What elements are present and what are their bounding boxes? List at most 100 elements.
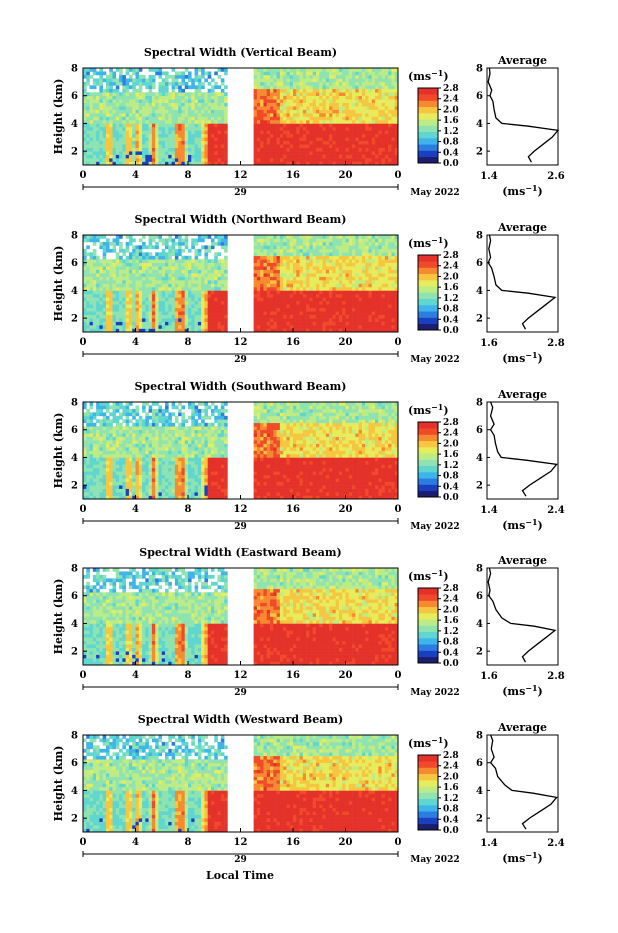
- heatmap-cell: [296, 106, 300, 110]
- heatmap-cell: [362, 134, 366, 138]
- heatmap-cell: [342, 287, 346, 291]
- heatmap-cell: [365, 256, 369, 260]
- heatmap-cell: [267, 141, 271, 145]
- heatmap-cell: [306, 290, 310, 294]
- heatmap-cell: [142, 99, 146, 103]
- heatmap-cell: [293, 127, 297, 131]
- heatmap-cell: [270, 144, 274, 148]
- heatmap-cell: [336, 158, 340, 162]
- heatmap-cell: [313, 238, 317, 242]
- heatmap-cell: [336, 301, 340, 305]
- heatmap-cell: [365, 266, 369, 270]
- heatmap-cell: [145, 92, 149, 96]
- heatmap-cell: [378, 287, 382, 291]
- heatmap-cell: [260, 96, 264, 100]
- heatmap-cell: [155, 71, 159, 75]
- heatmap-cell: [165, 85, 169, 89]
- heatmap-cell: [336, 280, 340, 284]
- heatmap-cell: [254, 85, 258, 89]
- heatmap-cell: [152, 266, 156, 270]
- heatmap-cell: [224, 68, 228, 72]
- heatmap-cell: [191, 99, 195, 103]
- heatmap-cell: [113, 301, 117, 305]
- heatmap-cell: [388, 99, 392, 103]
- heatmap-cell: [385, 290, 389, 294]
- heatmap-cell: [204, 151, 208, 155]
- heatmap-cell: [329, 85, 333, 89]
- heatmap-cell: [365, 78, 369, 82]
- heatmap-cell: [382, 301, 386, 305]
- heatmap-cell: [286, 134, 290, 138]
- heatmap-cell: [306, 82, 310, 86]
- heatmap-cell: [303, 110, 307, 114]
- heatmap-cell: [349, 99, 353, 103]
- panel-title: Spectral Width (Northward Beam): [135, 213, 347, 226]
- heatmap-cell: [172, 113, 176, 117]
- heatmap-cell: [204, 92, 208, 96]
- heatmap-cell: [257, 266, 261, 270]
- heatmap-cell: [273, 301, 277, 305]
- heatmap-cell: [162, 99, 166, 103]
- heatmap-cell: [109, 130, 113, 134]
- colorbar-swatch: [418, 293, 438, 300]
- heatmap-cell: [385, 106, 389, 110]
- heatmap-cell: [178, 266, 182, 270]
- heatmap-cell: [224, 96, 228, 100]
- heatmap-cell: [365, 238, 369, 242]
- heatmap-cell: [155, 158, 159, 162]
- heatmap-cell: [116, 263, 120, 267]
- heatmap-cell: [201, 144, 205, 148]
- heatmap-cell: [267, 294, 271, 298]
- heatmap-cell: [296, 290, 300, 294]
- heatmap-cell: [260, 71, 264, 75]
- heatmap-cell: [388, 134, 392, 138]
- heatmap-cell: [385, 127, 389, 131]
- heatmap-cell: [290, 141, 294, 145]
- heatmap-cell: [152, 106, 156, 110]
- heatmap-cell: [162, 110, 166, 114]
- heatmap-cell: [313, 110, 317, 114]
- heatmap-cell: [296, 297, 300, 301]
- heatmap-cell: [316, 287, 320, 291]
- heatmap-cell: [122, 270, 126, 274]
- heatmap-cell: [342, 148, 346, 152]
- heatmap-cell: [263, 249, 267, 253]
- heatmap-cell: [106, 277, 110, 281]
- heatmap-cell: [139, 315, 143, 319]
- heatmap-cell: [168, 277, 172, 281]
- heatmap-cell: [188, 280, 192, 284]
- heatmap-cell: [372, 311, 376, 315]
- heatmap-cell: [355, 99, 359, 103]
- heatmap-cell: [109, 68, 113, 72]
- heatmap-cell: [329, 284, 333, 288]
- heatmap-cell: [296, 280, 300, 284]
- heatmap-cell: [378, 256, 382, 260]
- heatmap-cell: [372, 96, 376, 100]
- heatmap-cell: [257, 235, 261, 239]
- heatmap-cell: [152, 308, 156, 312]
- heatmap-cell: [126, 137, 130, 141]
- heatmap-cell: [113, 280, 117, 284]
- heatmap-cell: [109, 301, 113, 305]
- heatmap-cell: [149, 123, 153, 127]
- heatmap-cell: [122, 117, 126, 121]
- heatmap-cell: [277, 82, 281, 86]
- heatmap-cell: [339, 294, 343, 298]
- heatmap-cell: [313, 82, 317, 86]
- heatmap-cell: [145, 113, 149, 117]
- heatmap-cell: [382, 92, 386, 96]
- heatmap-cell: [126, 245, 130, 249]
- heatmap-cell: [122, 294, 126, 298]
- heatmap-cell: [316, 103, 320, 107]
- heatmap-cell: [309, 318, 313, 322]
- heatmap-cell: [372, 75, 376, 79]
- heatmap-cell: [375, 301, 379, 305]
- heatmap-cell: [309, 71, 313, 75]
- heatmap-cell: [316, 259, 320, 263]
- heatmap-cell: [93, 294, 97, 298]
- heatmap-cell: [93, 256, 97, 260]
- heatmap-cell: [359, 318, 363, 322]
- heatmap-cell: [145, 301, 149, 305]
- heatmap-cell: [254, 137, 258, 141]
- heatmap-cell: [152, 103, 156, 107]
